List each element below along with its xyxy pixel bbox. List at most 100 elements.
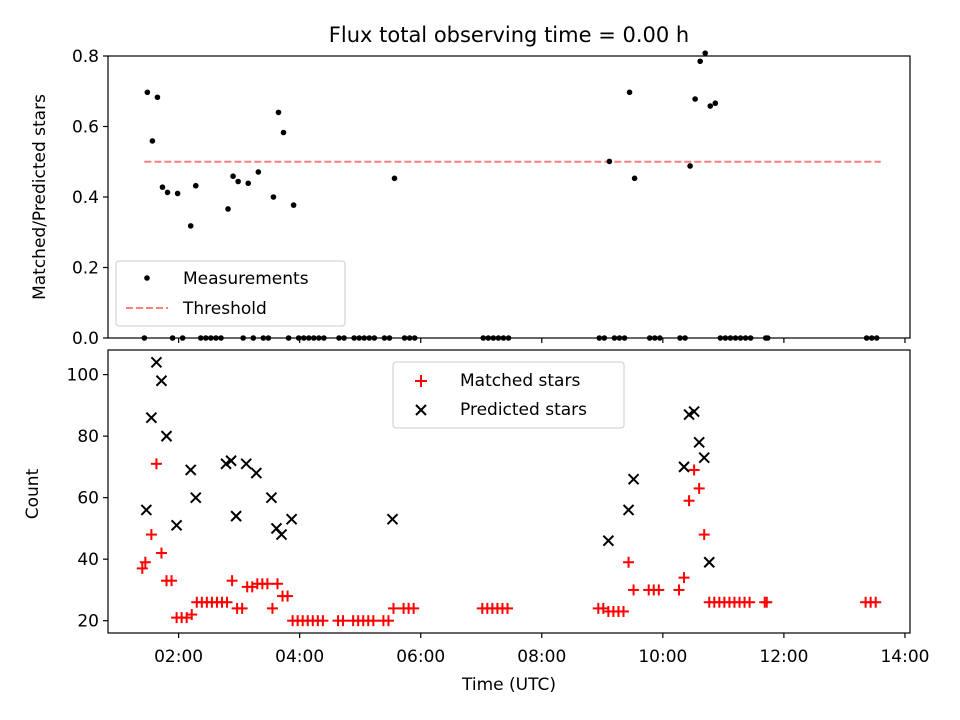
matched-star-point	[261, 578, 273, 590]
predicted-star-point	[170, 519, 183, 532]
predicted-star-point	[678, 461, 690, 473]
top-plot: 0.00.20.40.60.8 Matched/Predicted stars …	[30, 47, 911, 349]
predicted-star-point	[190, 491, 202, 504]
measurement-point	[702, 50, 709, 56]
measurement-point	[149, 138, 156, 144]
predicted-star-stroke-b	[622, 504, 635, 516]
predicted-star-point	[160, 430, 173, 442]
matched-star-point	[282, 590, 294, 602]
matched-star-point	[226, 575, 238, 587]
measurement-point	[154, 94, 161, 101]
measurement-point	[606, 158, 613, 165]
bottom-x-tick-label: 02:00	[154, 647, 203, 667]
measurement-point	[192, 182, 199, 189]
measurement-point	[225, 206, 231, 212]
predicted-star-point	[140, 504, 153, 516]
predicted-star-stroke-b	[230, 510, 242, 522]
bottom-x-tick-label: 06:00	[396, 647, 445, 667]
legend-measurements-marker	[144, 275, 150, 281]
legend-matched-marker	[415, 375, 427, 387]
predicted-star-point	[622, 504, 635, 516]
predicted-star-stroke-b	[220, 458, 232, 470]
predicted-star-stroke-b	[225, 455, 237, 467]
matched-star-point	[870, 596, 882, 608]
predicted-star-point	[225, 455, 237, 467]
matched-star-point	[761, 596, 773, 608]
legend-threshold-label: Threshold	[182, 299, 267, 319]
matched-star-point	[382, 615, 394, 627]
top-y-tick-label: 0.8	[72, 47, 99, 67]
predicted-star-point	[688, 405, 700, 418]
measurement-point	[164, 189, 171, 196]
matched-star-point	[623, 556, 635, 568]
bottom-y-tick-label: 60	[77, 489, 99, 509]
bottom-x-tick-label: 04:00	[275, 647, 324, 667]
top-marks	[141, 50, 881, 341]
measurement-point	[174, 190, 181, 197]
bottom-y-tick-label: 20	[77, 612, 99, 632]
predicted-star-stroke-b	[683, 408, 695, 421]
matched-star-point	[337, 615, 349, 627]
matched-star-point	[744, 596, 756, 608]
x-axis-label: Time (UTC)	[461, 675, 556, 695]
bottom-legend: Matched stars Predicted stars	[392, 361, 625, 429]
predicted-star-point	[240, 458, 252, 470]
predicted-star-point	[185, 464, 197, 476]
matched-star-point	[367, 615, 379, 627]
top-legend: Measurements Threshold	[115, 260, 346, 327]
matched-star-point	[688, 464, 700, 476]
top-legend-box	[115, 260, 346, 327]
matched-star-point	[628, 584, 640, 596]
legend-measurements-label: Measurements	[183, 269, 309, 289]
bottom-plot: 20 40 60 80 100 02:00 04:00 06:00 08:00 10:00 12:…	[23, 349, 929, 695]
predicted-star-stroke-b	[170, 519, 183, 532]
measurement-point	[270, 194, 277, 200]
predicted-star-point	[145, 411, 158, 424]
top-y-axis-label: Matched/Predicted stars	[30, 94, 50, 300]
predicted-star-point	[220, 458, 232, 470]
predicted-star-point	[693, 436, 705, 448]
predicted-star-stroke-b	[678, 461, 690, 473]
matched-star-point	[653, 584, 665, 596]
predicted-star-stroke-b	[275, 528, 288, 541]
predicted-star-point	[703, 556, 715, 568]
predicted-star-stroke-b	[150, 356, 163, 369]
matched-star-point	[617, 605, 629, 617]
matched-star-point	[271, 578, 283, 590]
measurement-point	[687, 163, 693, 169]
matched-star-point	[145, 529, 157, 541]
measurement-point	[187, 223, 194, 229]
measurement-point	[391, 175, 398, 182]
bottom-x-tick-label: 14:00	[880, 647, 929, 667]
bottom-x-tick-label: 10:00	[638, 647, 687, 667]
measurement-point	[275, 109, 282, 116]
matched-star-point	[387, 602, 399, 614]
matched-star-point	[136, 562, 148, 574]
measurement-point	[235, 178, 241, 185]
measurement-point	[631, 175, 638, 182]
matched-star-point	[698, 529, 710, 541]
bottom-y-axis-label: Count	[23, 468, 43, 519]
measurement-point	[626, 89, 633, 96]
matched-star-point	[266, 602, 278, 614]
predicted-star-stroke-b	[140, 504, 153, 516]
measurement-point	[290, 202, 297, 208]
predicted-star-stroke-b	[240, 458, 252, 470]
predicted-star-stroke-b	[627, 473, 640, 485]
predicted-star-stroke-b	[185, 464, 197, 476]
top-y-tick-label: 0.6	[72, 118, 99, 138]
matched-star-point	[236, 602, 248, 614]
measurement-point	[144, 89, 151, 96]
predicted-star-stroke-b	[703, 556, 715, 568]
predicted-star-point	[275, 528, 288, 541]
bottom-y-tick-label: 80	[77, 427, 99, 447]
matched-star-point	[150, 458, 162, 470]
matched-star-point	[139, 556, 151, 568]
bottom-y-tick-label: 40	[77, 550, 99, 570]
predicted-star-point	[698, 451, 710, 464]
bottom-x-axis: 02:00 04:00 06:00 08:00 10:00 12:00 14:00	[154, 633, 929, 667]
legend-matched-label: Matched stars	[460, 371, 580, 391]
predicted-star-point	[230, 510, 242, 522]
predicted-star-point	[683, 408, 695, 421]
